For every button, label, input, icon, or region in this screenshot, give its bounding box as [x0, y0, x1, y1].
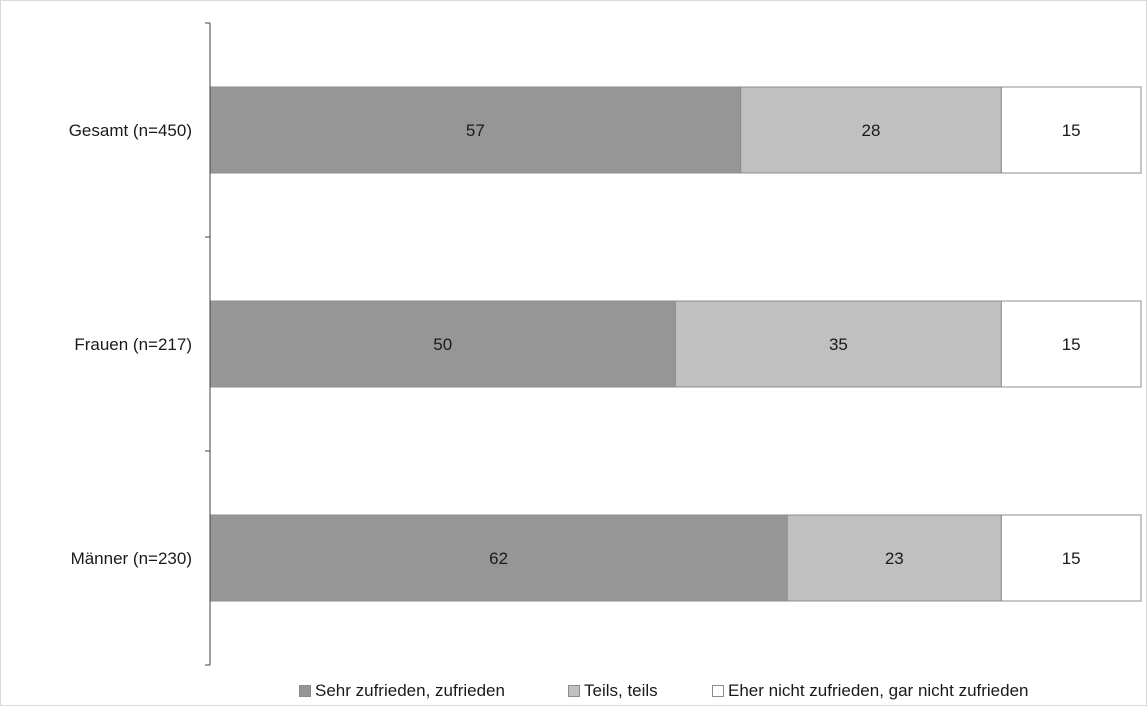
data-label-eher-nicht: 15 [1062, 121, 1081, 140]
legend-swatch-teils [568, 685, 580, 697]
data-label-eher-nicht: 15 [1062, 335, 1081, 354]
legend-item-sehr-zufrieden: Sehr zufrieden, zufrieden [299, 681, 505, 701]
bar-segment-sehr-zufrieden [209, 86, 742, 174]
category-label: Gesamt (n=450) [69, 121, 192, 140]
bar-segment-eher-nicht [1000, 514, 1142, 602]
legend: Sehr zufrieden, zufrieden Teils, teils E… [0, 681, 1147, 705]
legend-item-eher-nicht: Eher nicht zufrieden, gar nicht zufriede… [712, 681, 1029, 701]
bar-segment-eher-nicht [1000, 86, 1142, 174]
data-label-teils: 28 [862, 121, 881, 140]
legend-swatch-eher-nicht [712, 685, 724, 697]
category-label: Frauen (n=217) [74, 335, 192, 354]
data-label-teils: 35 [829, 335, 848, 354]
legend-label-teils: Teils, teils [584, 681, 658, 700]
bar-segment-eher-nicht [1000, 300, 1142, 388]
bar-segment-teils [675, 300, 1002, 388]
labels-layer: 57 28 15 Gesamt (n=450) 50 35 15 Frauen (n=217)… [69, 121, 1081, 568]
category-label: Männer (n=230) [71, 549, 192, 568]
data-label-teils: 23 [885, 549, 904, 568]
legend-item-teils: Teils, teils [568, 681, 658, 701]
legend-swatch-sehr-zufrieden [299, 685, 311, 697]
data-label-eher-nicht: 15 [1062, 549, 1081, 568]
data-label-sehr-zufrieden: 62 [489, 549, 508, 568]
data-label-sehr-zufrieden: 57 [466, 121, 485, 140]
legend-label-sehr-zufrieden: Sehr zufrieden, zufrieden [315, 681, 505, 700]
legend-label-eher-nicht: Eher nicht zufrieden, gar nicht zufriede… [728, 681, 1029, 700]
bar-segment-sehr-zufrieden [209, 514, 788, 602]
axis-layer [205, 22, 211, 666]
bar-segment-teils [740, 86, 1002, 174]
data-label-sehr-zufrieden: 50 [433, 335, 452, 354]
bar-segment-sehr-zufrieden [209, 300, 676, 388]
bar-segment-teils [786, 514, 1002, 602]
bars-layer [209, 86, 1142, 602]
